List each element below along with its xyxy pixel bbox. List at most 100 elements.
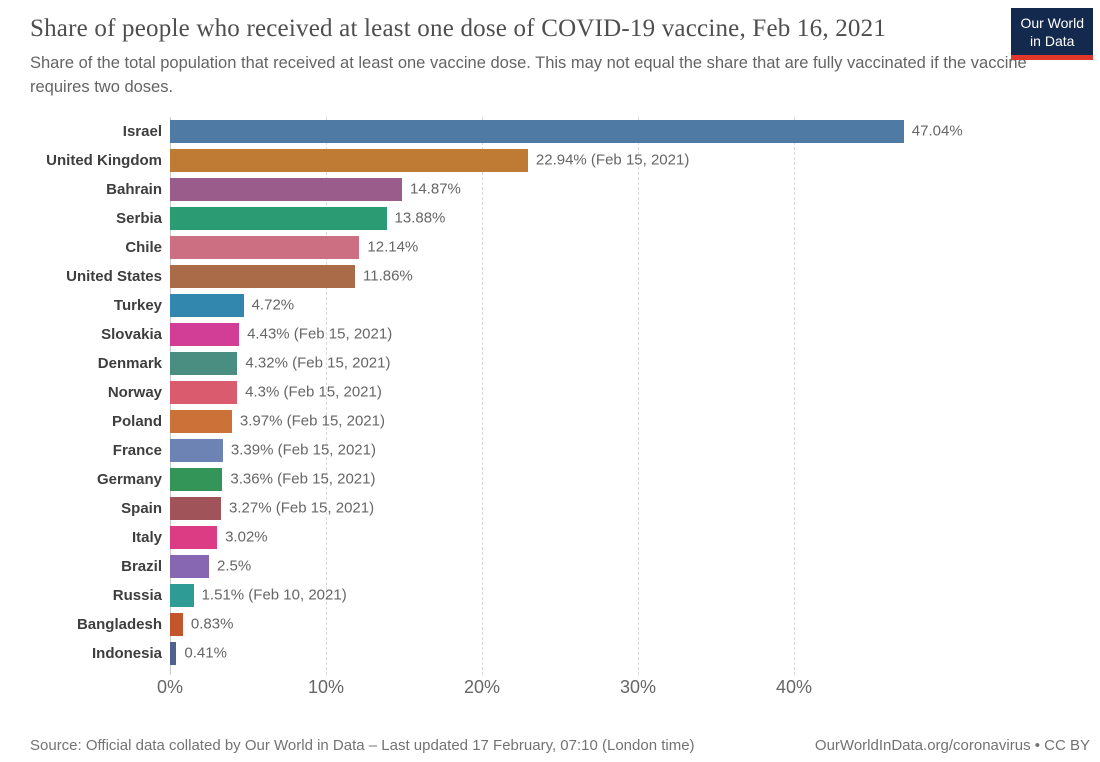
bar-row-spain: Spain 3.27% (Feb 15, 2021) bbox=[0, 494, 1100, 523]
bar-brazil[interactable] bbox=[170, 554, 209, 578]
chart-footer: Source: Official data collated by Our Wo… bbox=[0, 737, 1100, 754]
bar-track: 4.32% (Feb 15, 2021) bbox=[170, 351, 1100, 375]
bar-track: 3.02% bbox=[170, 525, 1100, 549]
value-label-slovakia: 4.43% (Feb 15, 2021) bbox=[247, 325, 393, 343]
value-label-spain: 3.27% (Feb 15, 2021) bbox=[229, 499, 375, 517]
bar-track: 47.04% bbox=[170, 119, 1100, 143]
gridline-10 bbox=[326, 116, 327, 675]
x-tick-label: 20% bbox=[463, 676, 501, 697]
bar-row-denmark: Denmark 4.32% (Feb 15, 2021) bbox=[0, 349, 1100, 378]
bar-slovakia[interactable] bbox=[170, 322, 240, 346]
bar-row-slovakia: Slovakia 4.43% (Feb 15, 2021) bbox=[0, 320, 1100, 349]
bar-indonesia[interactable] bbox=[170, 641, 177, 665]
country-label-united-states: United States bbox=[66, 267, 162, 285]
bar-row-serbia: Serbia 13.88% bbox=[0, 204, 1100, 233]
bar-track: 0.83% bbox=[170, 612, 1100, 636]
bar-track: 4.43% (Feb 15, 2021) bbox=[170, 322, 1100, 346]
bar-chile[interactable] bbox=[170, 235, 360, 259]
x-tick-label: 10% bbox=[307, 676, 345, 697]
bar-row-italy: Italy 3.02% bbox=[0, 523, 1100, 552]
value-label-france: 3.39% (Feb 15, 2021) bbox=[230, 441, 376, 459]
value-label-bahrain: 14.87% bbox=[410, 180, 461, 198]
bar-row-indonesia: Indonesia 0.41% bbox=[0, 639, 1100, 668]
bar-united-kingdom[interactable] bbox=[170, 148, 528, 172]
x-tick-label: 40% bbox=[775, 676, 813, 697]
bar-track: 22.94% (Feb 15, 2021) bbox=[170, 148, 1100, 172]
owid-logo-line1: Our World bbox=[1020, 15, 1084, 31]
owid-logo-line2: in Data bbox=[1030, 32, 1075, 49]
bar-chart: Israel 47.04% United Kingdom 22.94% (Feb 15… bbox=[0, 116, 1100, 675]
value-label-united-kingdom: 22.94% (Feb 15, 2021) bbox=[535, 151, 690, 169]
bar-track: 4.72% bbox=[170, 293, 1100, 317]
bar-norway[interactable] bbox=[170, 380, 238, 404]
bar-france[interactable] bbox=[170, 438, 223, 462]
country-label-israel: Israel bbox=[122, 122, 162, 140]
bar-denmark[interactable] bbox=[170, 351, 238, 375]
bar-germany[interactable] bbox=[170, 467, 223, 491]
chart-header: Share of people who received at least on… bbox=[0, 0, 1100, 100]
value-label-germany: 3.36% (Feb 15, 2021) bbox=[230, 470, 376, 488]
gridline-30 bbox=[638, 116, 639, 675]
chart-title: Share of people who received at least on… bbox=[30, 15, 887, 42]
country-label-slovakia: Slovakia bbox=[101, 325, 162, 343]
value-label-russia: 1.51% (Feb 10, 2021) bbox=[201, 586, 347, 604]
value-label-denmark: 4.32% (Feb 15, 2021) bbox=[245, 354, 391, 372]
bar-track: 3.27% (Feb 15, 2021) bbox=[170, 496, 1100, 520]
country-label-poland: Poland bbox=[111, 412, 162, 430]
bar-track: 11.86% bbox=[170, 264, 1100, 288]
bar-serbia[interactable] bbox=[170, 206, 387, 230]
bar-row-israel: Israel 47.04% bbox=[0, 117, 1100, 146]
value-label-united-states: 11.86% bbox=[363, 267, 413, 285]
country-label-serbia: Serbia bbox=[116, 209, 162, 227]
bar-bangladesh[interactable] bbox=[170, 612, 183, 636]
value-label-indonesia: 0.41% bbox=[184, 644, 227, 662]
bar-track: 14.87% bbox=[170, 177, 1100, 201]
bar-poland[interactable] bbox=[170, 409, 232, 433]
bar-russia[interactable] bbox=[170, 583, 194, 607]
country-label-chile: Chile bbox=[125, 238, 162, 256]
license-link[interactable]: OurWorldInData.org/coronavirus • CC BY bbox=[814, 737, 1090, 754]
bar-turkey[interactable] bbox=[170, 293, 244, 317]
country-label-denmark: Denmark bbox=[97, 354, 162, 372]
country-label-france: France bbox=[112, 441, 162, 459]
country-label-bahrain: Bahrain bbox=[106, 180, 162, 198]
value-label-poland: 3.97% (Feb 15, 2021) bbox=[239, 412, 385, 430]
bar-row-france: France 3.39% (Feb 15, 2021) bbox=[0, 436, 1100, 465]
value-label-norway: 4.3% (Feb 15, 2021) bbox=[245, 383, 382, 401]
country-label-norway: Norway bbox=[107, 383, 162, 401]
bar-track: 2.5% bbox=[170, 554, 1100, 578]
bar-track: 13.88% bbox=[170, 206, 1100, 230]
value-label-serbia: 13.88% bbox=[394, 209, 446, 227]
bar-israel[interactable] bbox=[170, 119, 904, 143]
bar-track: 3.39% (Feb 15, 2021) bbox=[170, 438, 1100, 462]
bar-track: 12.14% bbox=[170, 235, 1100, 259]
bar-spain[interactable] bbox=[170, 496, 221, 520]
gridline-40 bbox=[794, 116, 795, 675]
gridline-20 bbox=[482, 116, 483, 675]
bar-row-russia: Russia 1.51% (Feb 10, 2021) bbox=[0, 581, 1100, 610]
country-label-brazil: Brazil bbox=[121, 557, 162, 575]
bar-track: 1.51% (Feb 10, 2021) bbox=[170, 583, 1100, 607]
country-label-italy: Italy bbox=[131, 528, 162, 546]
country-label-turkey: Turkey bbox=[113, 296, 162, 314]
bar-rows: Israel 47.04% United Kingdom 22.94% (Feb 15… bbox=[0, 117, 1100, 668]
bar-row-chile: Chile 12.14% bbox=[0, 233, 1100, 262]
bar-united-states[interactable] bbox=[170, 264, 355, 288]
x-axis: 0% 10% 20% 30% 40% bbox=[0, 668, 1100, 702]
value-label-brazil: 2.5% bbox=[217, 557, 252, 575]
bar-italy[interactable] bbox=[170, 525, 218, 549]
owid-logo[interactable]: Our World in Data bbox=[1011, 8, 1093, 60]
bar-row-germany: Germany 3.36% (Feb 15, 2021) bbox=[0, 465, 1100, 494]
bar-bahrain[interactable] bbox=[170, 177, 402, 201]
bar-row-brazil: Brazil 2.5% bbox=[0, 552, 1100, 581]
bar-row-poland: Poland 3.97% (Feb 15, 2021) bbox=[0, 407, 1100, 436]
country-label-united-kingdom: United Kingdom bbox=[46, 151, 162, 169]
x-tick-label: 0% bbox=[156, 676, 184, 697]
value-label-turkey: 4.72% bbox=[251, 296, 295, 314]
bar-track: 3.36% (Feb 15, 2021) bbox=[170, 467, 1100, 491]
bar-track: 0.41% bbox=[170, 641, 1100, 665]
value-label-bangladesh: 0.83% bbox=[190, 615, 234, 633]
bar-row-norway: Norway 4.3% (Feb 15, 2021) bbox=[0, 378, 1100, 407]
value-label-israel: 47.04% bbox=[911, 122, 963, 140]
bar-row-bangladesh: Bangladesh 0.83% bbox=[0, 610, 1100, 639]
